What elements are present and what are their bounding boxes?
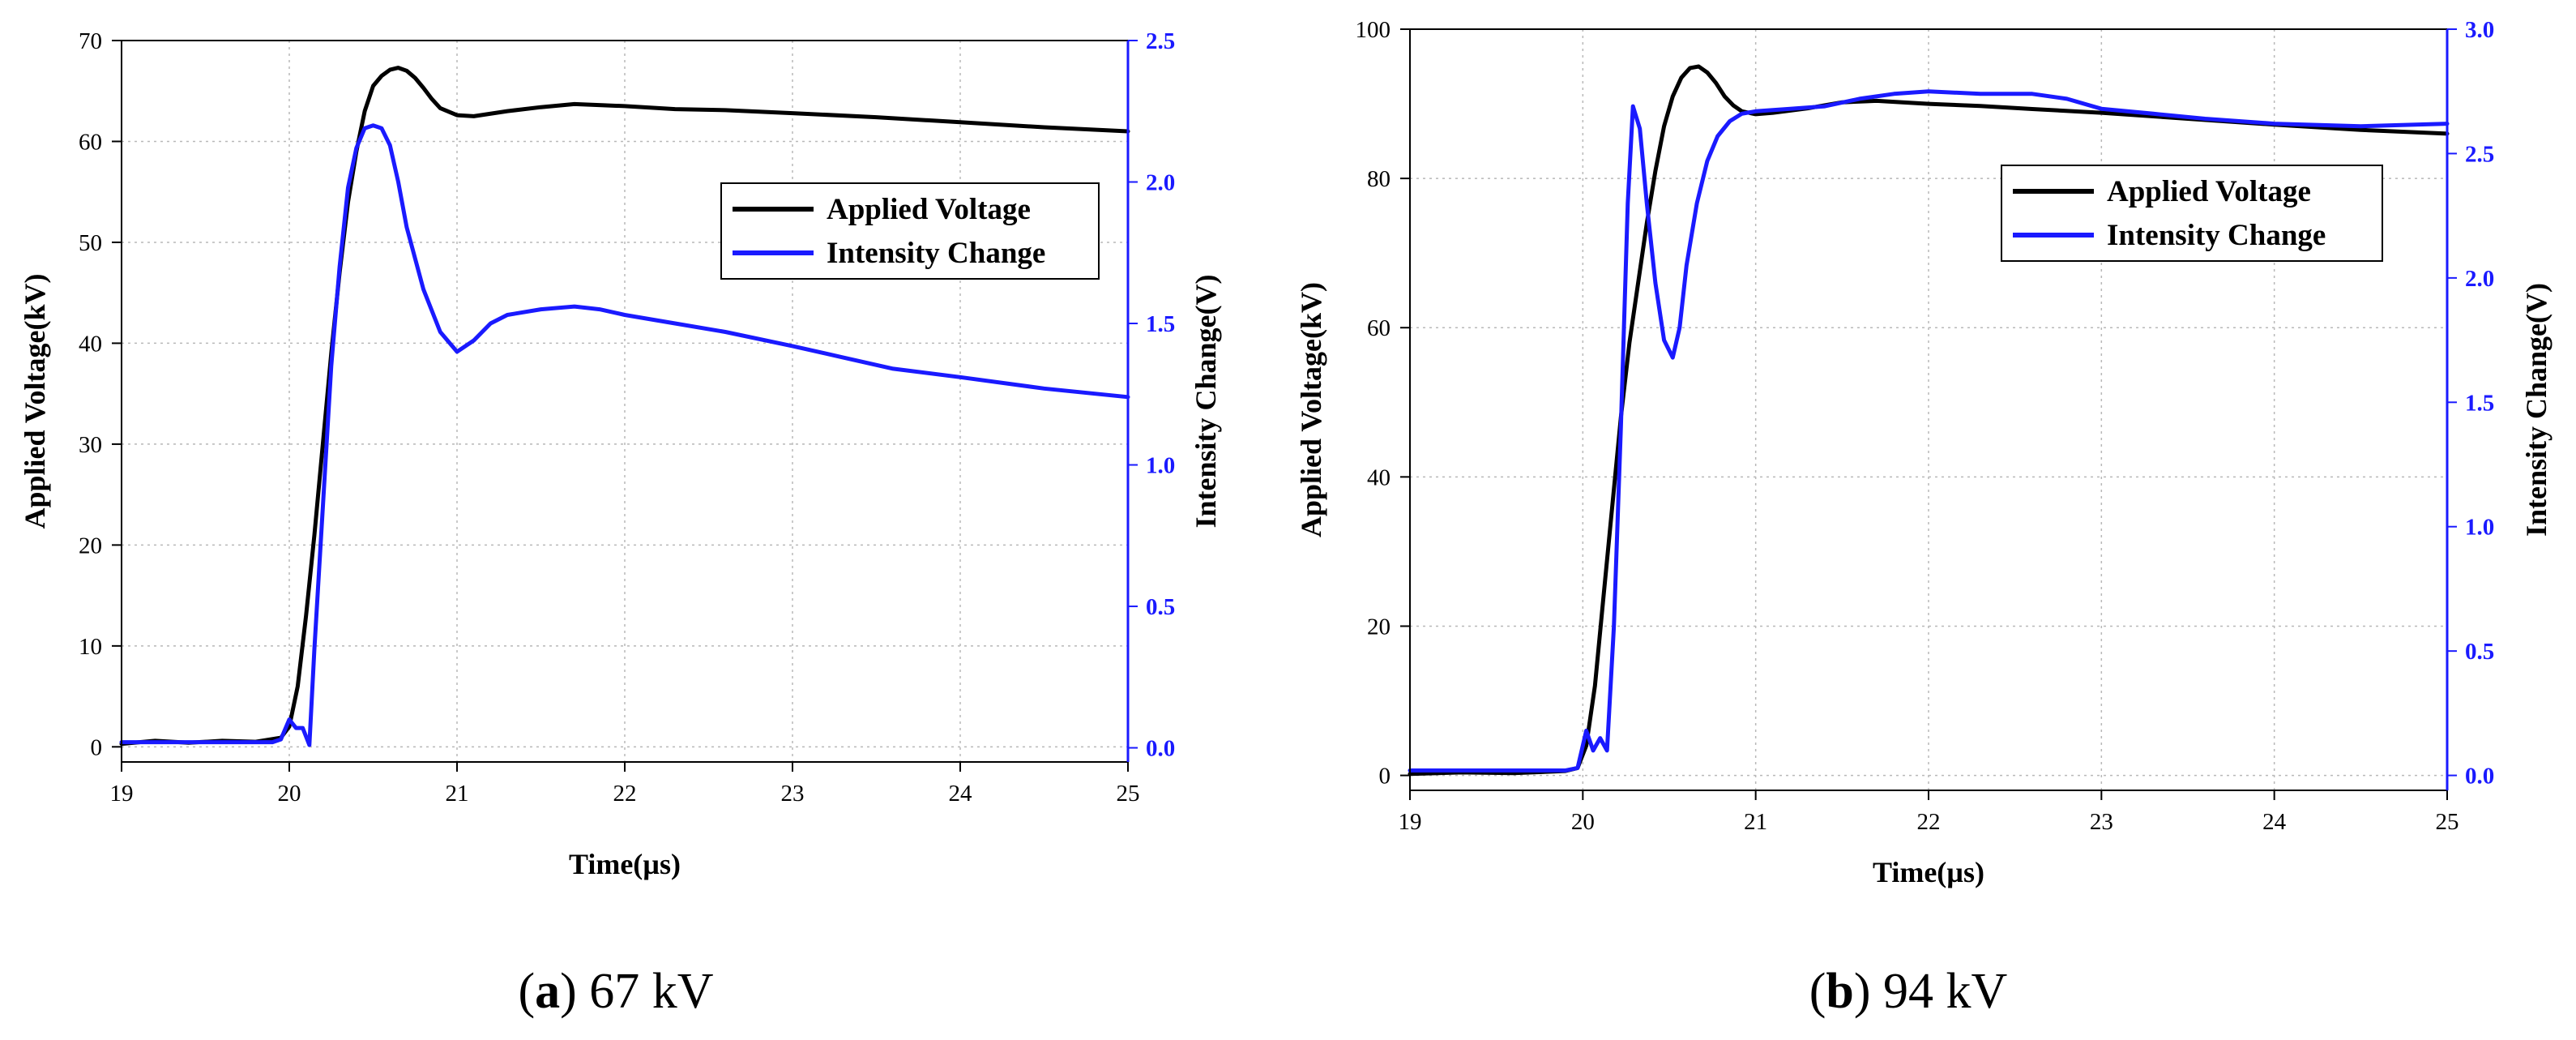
y-right-tick-label: 0.5 [1146,594,1175,620]
x-tick-label: 22 [613,781,637,807]
caption-a: (a) 67 kV [518,964,713,1019]
x-tick-label: 25 [1117,781,1140,807]
y-left-tick-label: 60 [79,129,102,155]
y-left-tick-label: 10 [79,634,102,660]
x-tick-label: 22 [1917,809,1941,835]
x-tick-label: 25 [2436,809,2459,835]
legend-box [720,182,1100,280]
y-left-tick-label: 20 [1367,614,1391,640]
caption-value: 94 kV [1883,964,2008,1019]
x-tick-label: 23 [2090,809,2113,835]
y-left-tick-label: 30 [79,432,102,458]
y-right-tick-label: 2.0 [2465,266,2494,292]
series-line-intensity-change [1408,89,2450,773]
tick-group: 19 20 21 22 23 24 25 0 20 40 60 80 100 0.0 0.5 1.0 1.5 2.… [1356,17,2495,835]
legend-label-intensity-change: Intensity Change [827,237,1045,270]
y-right-tick-label: 3.0 [2465,17,2494,43]
y-left-tick-label: 70 [79,28,102,54]
y-right-tick-label: 1.5 [1146,311,1175,337]
y-axis-right-title: Intensity Change(V) [2520,283,2553,537]
x-tick-label: 24 [949,781,973,807]
y-axis-right-title: Intensity Change(V) [1190,274,1222,528]
y-right-tick-label: 1.5 [2465,390,2494,416]
y-right-tick-label: 1.0 [1146,453,1175,479]
series-group [1408,64,2450,777]
y-left-tick-label: 40 [1367,464,1391,490]
y-right-tick-label: 2.0 [1146,170,1175,196]
x-tick-label: 19 [1399,809,1422,835]
y-right-tick-label: 0.0 [2465,764,2494,790]
y-left-tick-label: 40 [79,331,102,357]
caption-value: 67 kV [589,964,714,1019]
series-group [119,66,1130,747]
legend-label-applied-voltage: Applied Voltage [827,193,1031,226]
y-left-tick-label: 80 [1367,166,1391,192]
tick-group: 19 20 21 22 23 24 25 0 10 20 30 40 50 60 70 0.0 0.5 1.0 1.… [79,28,1175,807]
x-axis-title: Time(µs) [569,848,681,880]
y-right-tick-label: 0.5 [2465,639,2494,665]
x-tick-label: 19 [110,781,134,807]
y-axis-left-title: Applied Voltage(kV) [19,273,51,529]
y-left-tick-label: 60 [1367,315,1391,341]
y-left-tick-label: 50 [79,230,102,256]
legend-box [2001,165,2383,262]
legend-label-intensity-change: Intensity Change [2107,219,2326,252]
x-tick-label: 21 [446,781,469,807]
x-tick-label: 23 [781,781,805,807]
caption-letter: b [1826,964,1853,1019]
y-left-tick-label: 100 [1356,17,1391,43]
series-line-applied-voltage [1408,64,2450,777]
x-tick-label: 21 [1744,809,1767,835]
legend: Applied Voltage Intensity Change [720,182,1100,280]
caption-b: (b) 94 kV [1809,964,2008,1019]
y-left-tick-label: 0 [91,734,103,760]
x-tick-label: 20 [1571,809,1595,835]
y-axis-left-title: Applied Voltage(kV) [1295,282,1327,537]
caption-letter: a [535,964,560,1019]
chart-panel-b: 19 20 21 22 23 24 25 0 20 40 60 80 100 0.0 0.5 1.0 1.5 2.… [1295,17,2553,1019]
y-right-tick-label: 1.0 [2465,515,2494,541]
y-right-tick-label: 0.0 [1146,736,1175,762]
y-right-tick-label: 2.5 [1146,28,1175,54]
x-tick-label: 20 [278,781,301,807]
y-right-tick-label: 2.5 [2465,141,2494,167]
series-line-intensity-change [119,123,1130,747]
y-left-tick-label: 0 [1379,764,1391,790]
x-axis-title: Time(µs) [1873,856,1984,888]
chart-panel-a: 19 20 21 22 23 24 25 0 10 20 30 40 50 60 70 0.0 0.5 1.0 1.… [19,28,1222,1019]
y-left-tick-label: 20 [79,533,102,559]
legend: Applied Voltage Intensity Change [2001,165,2383,262]
legend-label-applied-voltage: Applied Voltage [2107,175,2311,208]
x-tick-label: 24 [2262,809,2287,835]
